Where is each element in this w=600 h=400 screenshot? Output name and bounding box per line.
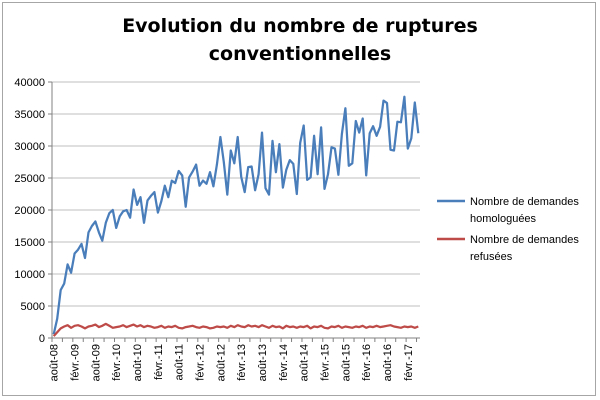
chart-title: Evolution du nombre de ruptures conventi… (122, 15, 478, 65)
x-tick-label: févr.-09 (70, 344, 82, 381)
legend: Nombre de demandes homologuées Nombre de d… (437, 196, 579, 263)
x-axis: août-08 févr.-09 août-09 févr.-10 août-10 fév… (49, 82, 420, 381)
y-tick-label: 0 (39, 333, 45, 345)
x-tick-label: févr.-15 (320, 344, 332, 381)
gridlines (52, 81, 420, 307)
x-tick-label: août-10 (132, 344, 144, 381)
x-tick-label: août-15 (340, 344, 352, 381)
x-tick-label: août-11 (174, 344, 186, 381)
x-tick-label: août-09 (90, 344, 102, 381)
chart-frame (2, 2, 596, 396)
series-lines (52, 95, 420, 337)
x-tick-label: févr.-13 (236, 344, 248, 381)
y-tick-label: 40000 (14, 77, 45, 89)
x-tick-label: août-16 (382, 344, 394, 381)
y-tick-label: 35000 (14, 109, 45, 121)
x-tick-label: août-08 (49, 344, 61, 381)
x-tick-label: févr.-11 (153, 344, 165, 380)
x-tick-label: févr.-12 (195, 344, 207, 381)
y-tick-label: 25000 (14, 173, 45, 185)
y-tick-label: 5000 (21, 301, 45, 313)
x-tick-label: févr.-16 (361, 344, 373, 381)
x-tick-label: août-14 (299, 344, 311, 381)
y-axis-ticks: 0 5000 10000 15000 20000 25000 30000 35000 40000 (14, 77, 52, 345)
x-tick-label: août-13 (257, 344, 269, 381)
series-line-2 (52, 322, 419, 337)
y-tick-label: 20000 (14, 205, 45, 217)
y-tick-label: 15000 (14, 237, 45, 249)
y-tick-label: 30000 (14, 141, 45, 153)
series-line-1 (52, 95, 420, 335)
x-tick-label: févr.-14 (278, 344, 290, 381)
x-tick-label: févr.-17 (403, 344, 415, 381)
x-tick-label: févr.-10 (111, 344, 123, 381)
legend-label-1: Nombre de demandes homologuées (470, 196, 579, 225)
legend-label-2: Nombre de demandes refusées (470, 234, 579, 263)
y-tick-label: 10000 (14, 269, 45, 281)
x-tick-label: août-12 (215, 344, 227, 381)
